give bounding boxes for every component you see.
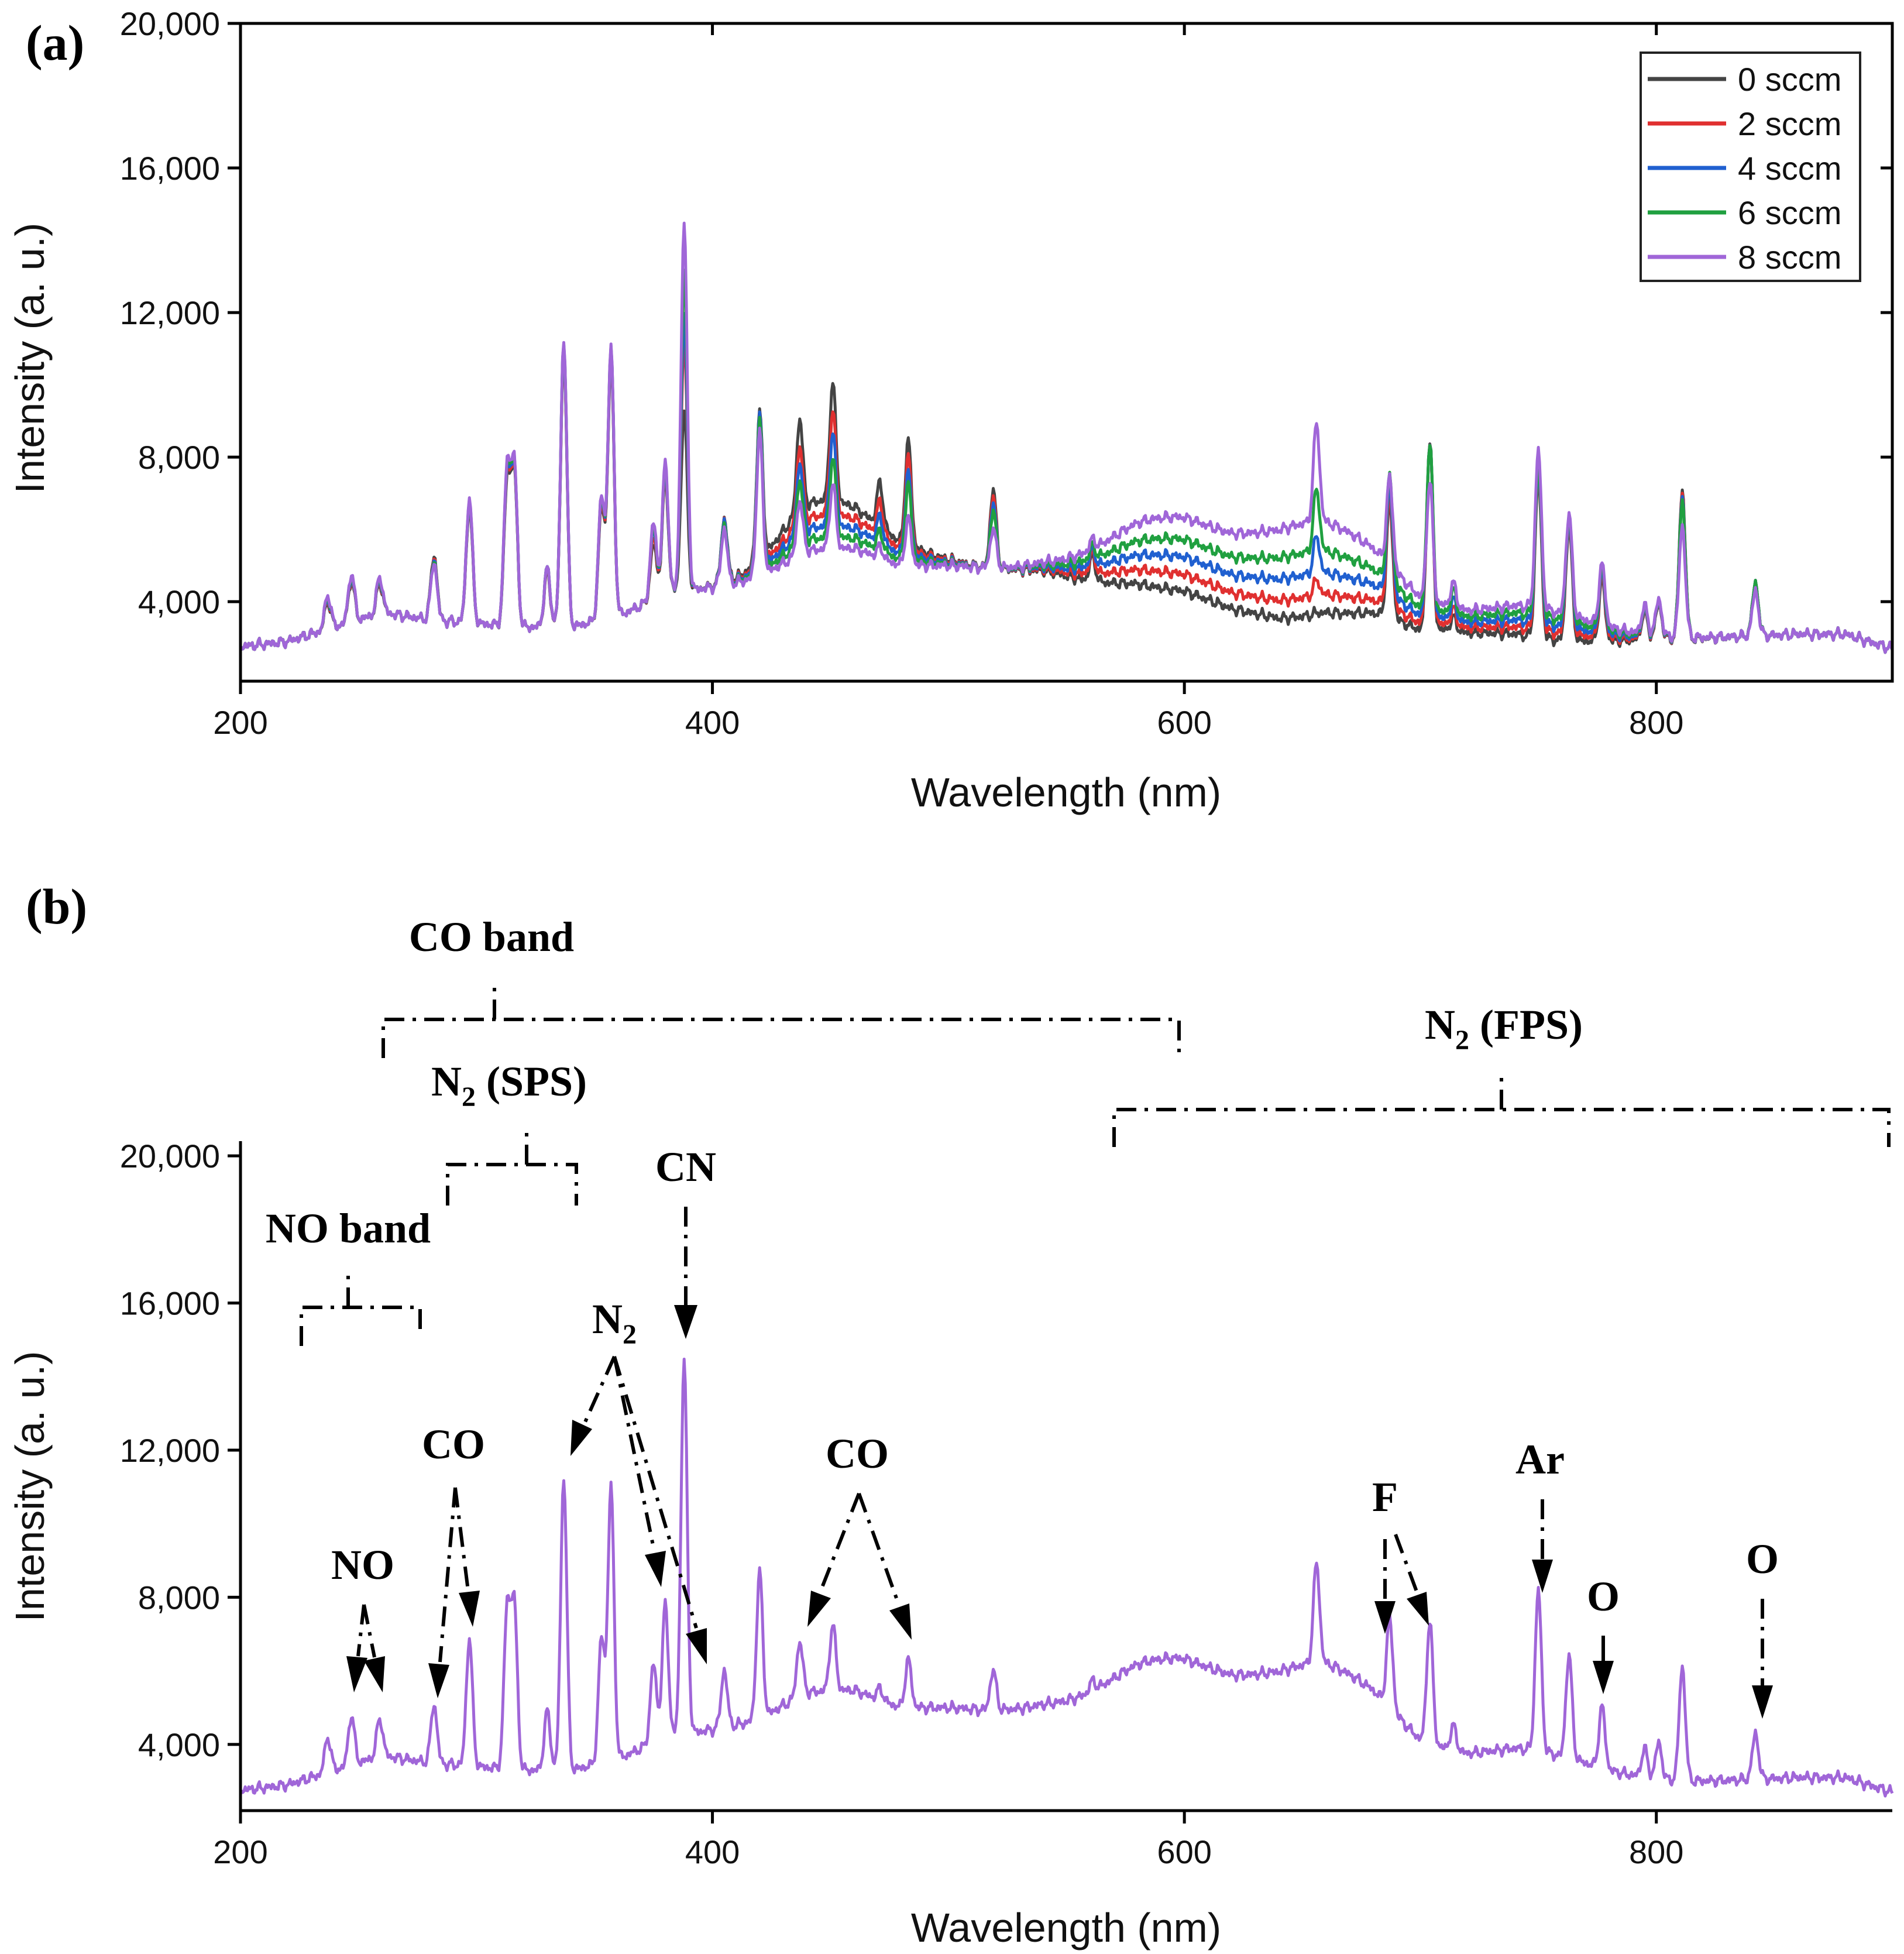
panel-b-label: (b) [26, 878, 87, 935]
y-tick-label-a: 20,000 [120, 5, 220, 42]
n2-fps-bracket: N2 (FPS) [1112, 1001, 1891, 1147]
panel-a-label: (a) [26, 15, 84, 71]
no-band-bracket: NO band [266, 1205, 431, 1346]
x-tick-label-a: 800 [1629, 704, 1683, 741]
legend-entry: 2 sccm [1738, 105, 1841, 142]
n2-fps-label: N2 (FPS) [1425, 1001, 1583, 1056]
plot-b-series [239, 1358, 1894, 1798]
x-tick-label-b: 800 [1629, 1833, 1683, 1870]
y-tick-label-b: 16,000 [120, 1285, 220, 1322]
y-axis-label-b: Intensity (a. u.) [7, 1351, 53, 1622]
co-band-label: CO band [409, 914, 574, 960]
no-band-label: NO band [266, 1205, 431, 1252]
legend-entry: 0 sccm [1738, 61, 1841, 98]
annotation-arrows [346, 1207, 1773, 1719]
f-label: F [1372, 1474, 1398, 1520]
no-label: NO [331, 1541, 394, 1588]
cn-label: CN [655, 1143, 716, 1190]
x-tick-label-a: 400 [685, 704, 740, 741]
x-tick-label-b: 200 [213, 1833, 267, 1870]
panel-b: (b) 200 400 600 8004,0008,00012,00016,00020… [7, 878, 1894, 1950]
plot-b-ticks: 200 400 600 800 4,000 8,000 12,000 16,000 20,000 [120, 1138, 1684, 1870]
y-tick-label-a: 4,000 [138, 583, 220, 620]
series-line-6-sccm [239, 269, 1894, 654]
plot-a-frame [239, 22, 1894, 683]
series-line-b-8-sccm [239, 1358, 1894, 1798]
y-tick-label-a: 8,000 [138, 439, 220, 476]
y-axis-label-a: Intensity (a. u.) [7, 223, 53, 494]
y-tick-label-a: 16,000 [120, 150, 220, 187]
o-label-844: O [1746, 1536, 1779, 1582]
y-tick-label-b: 8,000 [138, 1579, 220, 1616]
co-label-left: CO [422, 1421, 485, 1468]
x-tick-label-a: 200 [213, 704, 267, 741]
plot-a-series [239, 221, 1894, 654]
y-tick-label-b: 4,000 [138, 1726, 220, 1763]
legend: 0 sccm 2 sccm 4 sccm 6 sccm 8 sccm [1640, 51, 1861, 282]
co-label-mid: CO [826, 1430, 889, 1477]
panel-a: (a) 200 400 600 8004,0008,00012,00016,00020… [7, 5, 1894, 815]
plot-a-ticks: 200 400 600 800 4,000 8,000 12,000 16,000 20,000 [120, 5, 1892, 741]
y-tick-label-a: 12,000 [120, 294, 220, 331]
x-tick-label-a: 600 [1157, 704, 1211, 741]
n2-label: N2 [592, 1296, 637, 1350]
ar-label: Ar [1515, 1436, 1565, 1483]
n2-sps-label: N2 (SPS) [431, 1058, 587, 1112]
y-tick-label-b: 20,000 [120, 1138, 220, 1175]
o-label-777: O [1587, 1573, 1620, 1620]
series-line-8-sccm [239, 221, 1894, 654]
x-tick-label-b: 600 [1157, 1833, 1211, 1870]
y-tick-label-b: 12,000 [120, 1432, 220, 1469]
n2-sps-bracket: N2 (SPS) [431, 1058, 587, 1206]
x-axis-label-b: Wavelength (nm) [911, 1905, 1221, 1950]
legend-entry: 6 sccm [1738, 194, 1841, 231]
legend-entry: 8 sccm [1738, 239, 1841, 276]
co-band-bracket: CO band [382, 914, 1181, 1058]
plot-b-axes [239, 1141, 1892, 1812]
x-axis-label-a: Wavelength (nm) [911, 770, 1221, 815]
legend-entry: 4 sccm [1738, 150, 1841, 187]
x-tick-label-b: 400 [685, 1833, 740, 1870]
